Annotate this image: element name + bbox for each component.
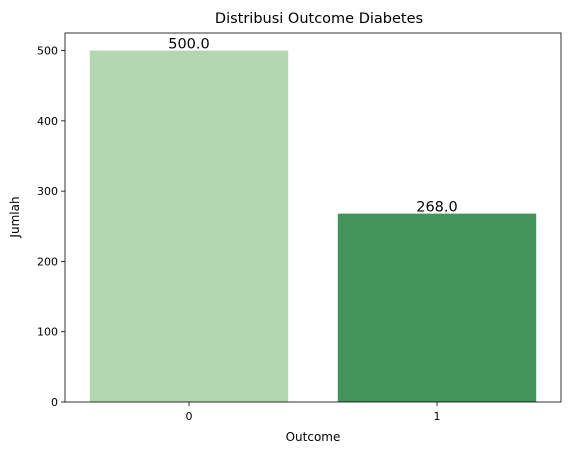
x-tick-label-0: 0 — [186, 410, 193, 423]
y-tick-label-300: 300 — [37, 185, 58, 198]
y-tick-label-400: 400 — [37, 115, 58, 128]
y-tick-label-200: 200 — [37, 255, 58, 268]
y-axis-ticks: 0 100 200 300 400 500 — [37, 45, 65, 409]
plot-frame — [64, 32, 562, 403]
chart-title: Distribusi Outcome Diabetes — [215, 11, 423, 27]
data-label-0: 500.0 — [168, 37, 210, 53]
data-labels-group: 500.0 268.0 — [168, 37, 458, 216]
x-tick-label-1: 1 — [434, 410, 441, 423]
y-tick-label-100: 100 — [37, 326, 58, 339]
y-axis-label: Jumlah — [8, 196, 22, 238]
y-tick-label-500: 500 — [37, 45, 58, 58]
bar-0 — [89, 50, 289, 402]
y-tick-label-0: 0 — [51, 396, 58, 409]
bar-1 — [337, 213, 537, 402]
x-axis-label: Outcome — [286, 430, 341, 444]
bars-group — [89, 50, 537, 402]
data-label-1: 268.0 — [416, 200, 458, 216]
